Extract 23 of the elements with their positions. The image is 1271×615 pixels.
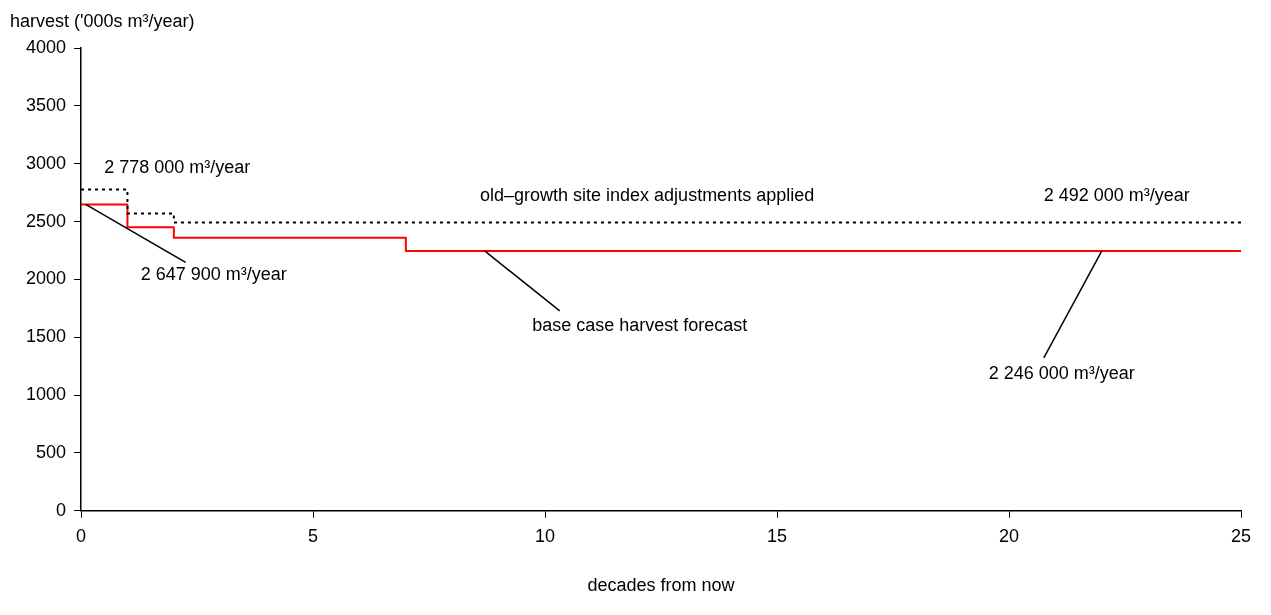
y-tick-label: 2000 xyxy=(26,268,67,289)
annotation: 2 246 000 m³/year xyxy=(988,362,1135,383)
series-label: old–growth site index adjustments applied xyxy=(479,185,815,206)
y-tick-label: 1500 xyxy=(26,326,67,347)
x-tick-label: 15 xyxy=(767,525,788,546)
y-axis-title: harvest ('000s m³/year) xyxy=(10,10,195,31)
annotation: 2 647 900 m³/year xyxy=(140,264,287,285)
annotation: 2 492 000 m³/year xyxy=(1043,185,1190,206)
text: base case harvest forecast xyxy=(532,314,748,335)
y-tick-label: 500 xyxy=(36,441,67,462)
y-tick-label: 3500 xyxy=(26,94,67,115)
x-axis-title: decades from now xyxy=(587,575,736,596)
annotation: 2 778 000 m³/year xyxy=(104,157,251,178)
y-tick-label: 1000 xyxy=(26,384,67,405)
x-tick-label: 20 xyxy=(998,525,1020,546)
y-tick-label: 0 xyxy=(56,499,67,520)
x-tick-label: 25 xyxy=(1230,525,1252,546)
y-tick-label: 2500 xyxy=(26,210,67,231)
y-tick-label: 3000 xyxy=(26,152,67,173)
x-tick-label: 0 xyxy=(76,525,87,546)
y-tick-label: 4000 xyxy=(26,36,67,57)
x-tick-label: 5 xyxy=(308,525,319,546)
x-tick-label: 10 xyxy=(535,525,556,546)
